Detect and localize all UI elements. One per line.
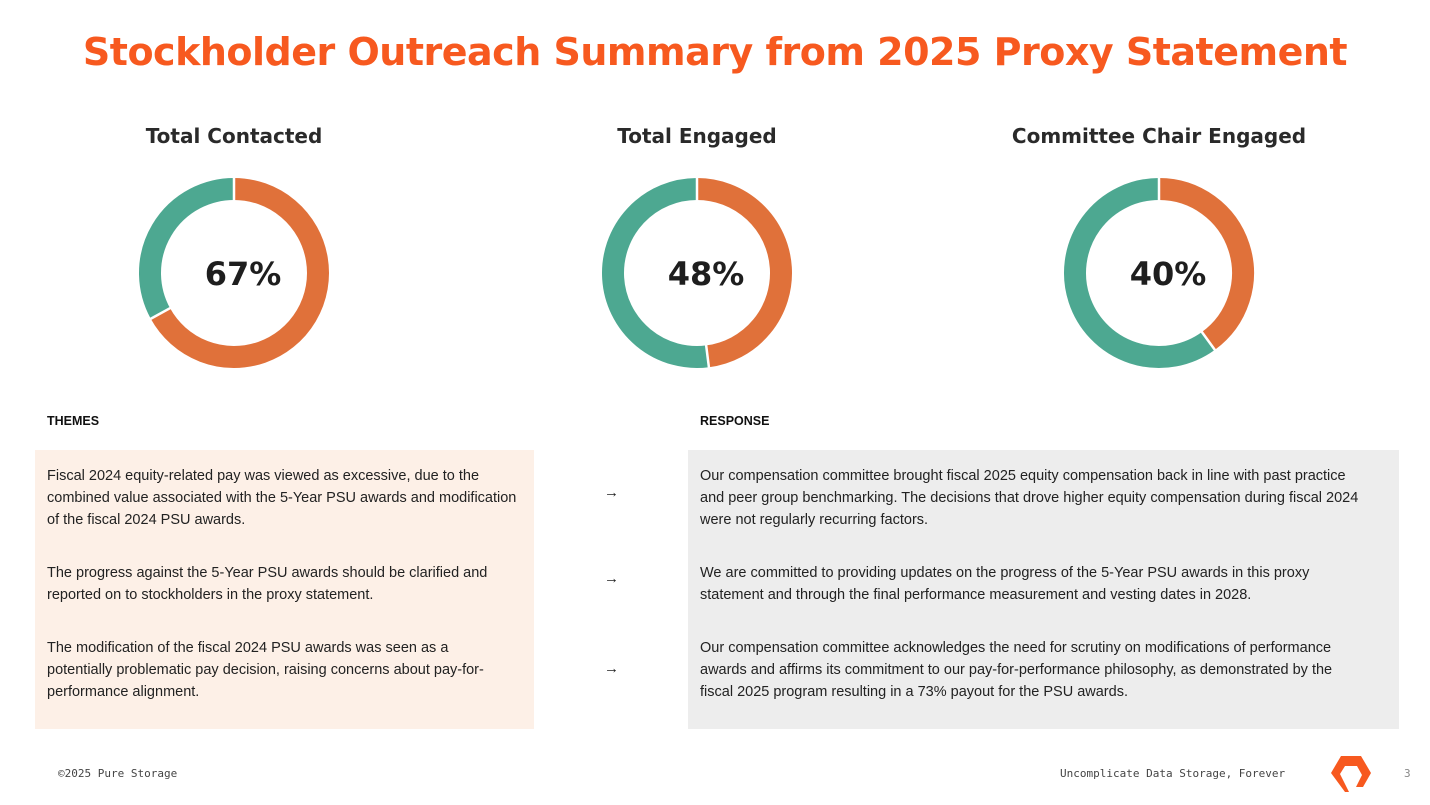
arrow-icon: →: [604, 484, 619, 501]
arrow-icon: →: [604, 570, 619, 587]
copyright: ©2025 Pure Storage: [58, 767, 178, 780]
donut-value-label: 67%: [205, 255, 282, 293]
donut-slice-value: [150, 178, 329, 368]
donut-total-contacted: Total Contacted 67%: [84, 120, 384, 380]
theme-text: Fiscal 2024 equity-related pay was viewe…: [47, 468, 517, 528]
arrow-icon: →: [604, 660, 619, 677]
donut-slice-remainder: [602, 178, 709, 368]
themes-panel: [35, 450, 534, 729]
donut-slice-remainder: [1064, 178, 1215, 368]
donut-total-engaged: Total Engaged 48%: [547, 120, 847, 380]
response-text: Our compensation committee brought fisca…: [700, 468, 1359, 528]
themes-header: THEMES: [47, 414, 100, 428]
donut-slice-value: [696, 178, 792, 368]
donut-value-label: 48%: [668, 255, 745, 293]
chart-title: Total Engaged: [617, 124, 777, 148]
page-title: Stockholder Outreach Summary from 2025 P…: [82, 30, 1348, 74]
slice-separator: [704, 344, 711, 369]
slice-separator: [149, 306, 172, 321]
response-text: Our compensation committee acknowledges …: [700, 640, 1333, 700]
response-header: RESPONSE: [700, 414, 770, 428]
response-text: We are committed to providing updates on…: [700, 565, 1310, 603]
theme-text: The modification of the fiscal 2024 PSU …: [47, 640, 484, 700]
page-number: 3: [1404, 767, 1411, 780]
donut-committee-chair-engaged: Committee Chair Engaged 40%: [1009, 120, 1309, 380]
chart-title: Total Contacted: [145, 124, 323, 148]
response-panel: [688, 450, 1399, 729]
theme-text: The progress against the 5-Year PSU awar…: [47, 565, 488, 603]
tagline: Uncomplicate Data Storage, Forever: [1060, 767, 1286, 780]
donut-value-label: 40%: [1130, 255, 1207, 293]
chart-title: Committee Chair Engaged: [1011, 124, 1307, 148]
donut-slice-remainder: [139, 178, 235, 319]
donut-slice-value: [1158, 178, 1254, 350]
pure-storage-logo-icon: [1331, 756, 1371, 792]
slice-separator: [1200, 330, 1217, 352]
